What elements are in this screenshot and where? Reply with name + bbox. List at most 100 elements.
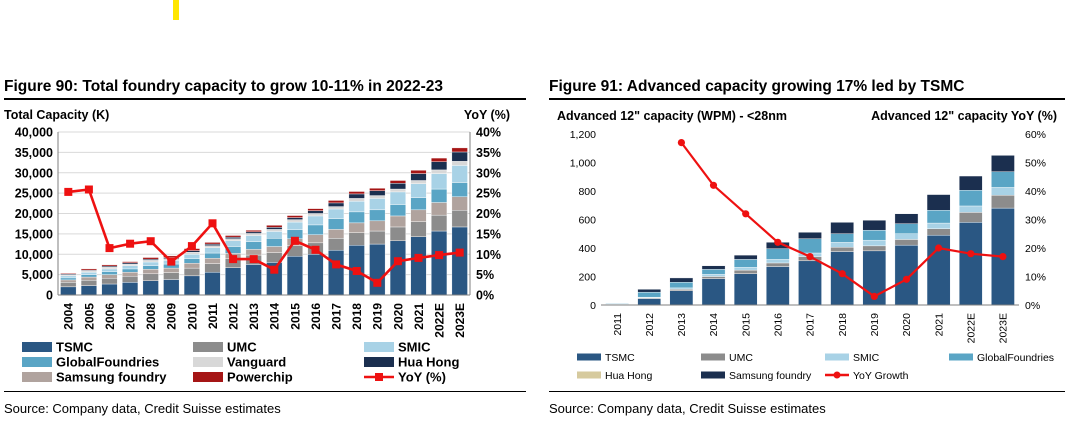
bar-vanguard <box>142 260 159 263</box>
bar-hua-hong <box>204 243 221 246</box>
y-axis-title: Total Capacity (K) <box>4 108 109 122</box>
bar-globalfoundries <box>431 188 448 203</box>
bar-samsung-foundry <box>733 254 758 260</box>
bar-powerchip <box>122 261 139 264</box>
bar-vanguard <box>369 195 386 199</box>
bar-umc <box>163 272 180 280</box>
x-tick-label: 2022E <box>965 313 977 343</box>
bar-powerchip <box>451 147 468 153</box>
legend-label: SMIC <box>398 340 431 355</box>
bar-vanguard <box>101 267 118 270</box>
y-tick-label: 400 <box>578 243 596 255</box>
bar-smic <box>101 268 118 272</box>
bar-umc <box>183 267 200 277</box>
bar-smic <box>286 221 303 230</box>
y2-tick-label: 40% <box>476 126 501 140</box>
x-tick-label: 2006 <box>103 303 117 330</box>
bar-vanguard <box>122 263 139 266</box>
yoy-point <box>806 253 814 261</box>
bar-tsmc <box>328 249 345 296</box>
y2-tick-label: 10% <box>1025 271 1046 283</box>
bar-hua-hong <box>389 183 406 190</box>
legend-swatch <box>364 357 394 367</box>
bar-globalfoundries <box>991 171 1015 188</box>
bar-samsung-foundry <box>862 220 887 231</box>
bar-globalfoundries <box>830 233 854 243</box>
legend-label: Hua Hong <box>605 370 652 382</box>
bar-hua-hong <box>266 227 283 230</box>
bar-vanguard <box>225 238 242 242</box>
x-tick-label: 2009 <box>165 303 179 330</box>
bar-tsmc <box>142 280 159 296</box>
bar-smic <box>733 267 758 271</box>
legend-line-marker <box>375 373 383 381</box>
x-tick-label: 2021 <box>933 313 945 337</box>
yoy-point <box>64 187 73 196</box>
bar-tsmc <box>958 222 983 306</box>
legend-swatch <box>949 353 973 361</box>
bar-umc <box>451 210 468 228</box>
x-tick-label: 2014 <box>268 303 282 330</box>
x-tick-label: 2016 <box>773 313 785 337</box>
bar-tsmc <box>225 267 242 296</box>
bar-tsmc <box>286 256 303 296</box>
left-figure-title: Figure 90: Total foundry capacity to gro… <box>4 78 444 95</box>
legend-swatch <box>193 357 223 367</box>
bar-hua-hong <box>348 193 365 199</box>
yoy-point <box>167 257 176 266</box>
bar-vanguard <box>204 245 221 248</box>
bar-samsung-foundry <box>122 271 139 277</box>
bar-umc <box>701 276 726 279</box>
bar-globalfoundries <box>410 197 427 211</box>
x-tick-label: 2011 <box>206 303 220 329</box>
bar-umc <box>60 282 77 288</box>
bar-samsung-foundry <box>142 269 159 275</box>
bar-samsung-foundry <box>101 274 118 279</box>
x-tick-label: 2019 <box>869 313 881 337</box>
bar-umc <box>142 273 159 281</box>
bar-powerchip <box>204 242 221 245</box>
legend-line-marker <box>833 371 841 379</box>
bar-vanguard <box>266 229 283 232</box>
bar-smic <box>183 254 200 259</box>
x-tick-label: 2018 <box>350 303 364 330</box>
bar-powerchip <box>431 157 448 162</box>
bar-vanguard <box>348 198 365 202</box>
y-tick-label: 1,200 <box>570 129 596 141</box>
bar-samsung-foundry <box>830 222 854 234</box>
yoy-point <box>870 292 878 300</box>
x-tick-label: 2007 <box>123 303 137 330</box>
bar-smic <box>369 198 386 211</box>
bar-tsmc <box>60 286 77 296</box>
bar-samsung-foundry <box>348 222 365 233</box>
bar-samsung-foundry <box>894 213 919 224</box>
bar-globalfoundries <box>183 258 200 264</box>
bar-powerchip <box>80 268 97 271</box>
x-tick-label: 2016 <box>309 303 323 330</box>
y-tick-label: 1,000 <box>570 157 596 169</box>
bar-powerchip <box>410 170 427 174</box>
bar-smic <box>204 247 221 254</box>
bar-globalfoundries <box>389 204 406 217</box>
yoy-point <box>393 257 402 266</box>
bar-umc <box>348 232 365 246</box>
yoy-point <box>146 237 155 246</box>
bar-smic <box>926 222 951 229</box>
right-title-rule <box>549 98 1065 100</box>
y-tick-label: 200 <box>578 271 596 283</box>
bar-samsung-foundry <box>637 289 662 293</box>
x-tick-label: 2015 <box>740 313 752 337</box>
legend-label: SMIC <box>853 352 880 364</box>
y2-tick-label: 0% <box>476 289 494 303</box>
bar-vanguard <box>183 252 200 255</box>
bar-smic <box>766 259 790 264</box>
bar-smic <box>830 242 854 248</box>
bar-globalfoundries <box>266 238 283 247</box>
bar-samsung-foundry <box>451 196 468 211</box>
bar-samsung-foundry <box>926 194 951 211</box>
bar-umc <box>101 278 118 285</box>
bar-powerchip <box>307 208 324 211</box>
bar-tsmc <box>431 230 448 296</box>
y-tick-label: 600 <box>578 214 596 226</box>
yoy-point <box>249 255 258 264</box>
